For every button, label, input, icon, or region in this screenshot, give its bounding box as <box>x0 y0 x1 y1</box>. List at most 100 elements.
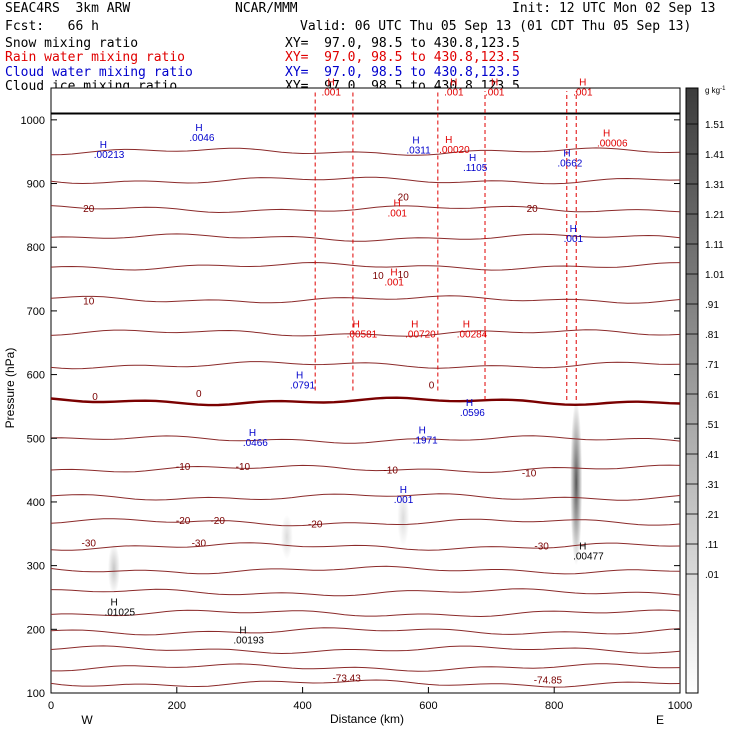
x-west-label: W <box>81 713 93 727</box>
y-tick-label: 200 <box>27 624 45 636</box>
maximum-value: .001 <box>384 277 404 288</box>
forecast-hour: Fcst: 66 h <box>5 19 99 34</box>
x-tick-label: 400 <box>293 700 311 712</box>
x-tick-label: 1000 <box>668 700 692 712</box>
y-tick-label: 100 <box>27 688 45 700</box>
x-tick-label: 600 <box>419 700 437 712</box>
maximum-value: .001 <box>564 234 584 245</box>
maximum-value: .001 <box>394 495 414 506</box>
model-title: SEAC4RS 3km ARW <box>5 1 131 16</box>
colorbar-label: 1.31 <box>705 180 725 191</box>
colorbar-label: 1.21 <box>705 210 725 221</box>
maximum-value: .1105 <box>463 163 488 174</box>
maximum-value: .0791 <box>290 381 315 392</box>
maximum-value: .01025 <box>104 607 135 618</box>
temperature-label: -10 <box>176 462 191 473</box>
y-tick-label: 1000 <box>21 115 45 127</box>
maximum-value: .0046 <box>189 133 214 144</box>
temperature-contour-18 <box>50 205 681 214</box>
y-axis-label: Pressure (hPa) <box>3 348 17 429</box>
temperature-label: -73.43 <box>332 674 361 685</box>
y-tick-label: 300 <box>27 561 45 573</box>
maximum-marker: H <box>466 398 473 409</box>
y-tick-label: 500 <box>27 433 45 445</box>
init-time: Init: 12 UTC Mon 02 Sep 13 <box>512 1 716 16</box>
maximum-marker: H <box>491 78 498 89</box>
maximum-value: .001 <box>444 88 464 99</box>
x-axis-label: Distance (km) <box>330 712 404 726</box>
maximum-marker: H <box>603 129 610 140</box>
temperature-contour-19 <box>50 176 681 185</box>
maximum-marker: H <box>353 320 360 331</box>
colorbar-gradient <box>685 87 699 694</box>
maximum-value: .00193 <box>233 635 264 646</box>
temperature-label: 20 <box>527 204 539 215</box>
maximum-marker: H <box>327 78 334 89</box>
temperature-contour-10 <box>50 464 681 473</box>
temperature-contour-13 <box>50 361 681 370</box>
y-tick-label: 400 <box>27 497 45 509</box>
temperature-contour-1 <box>51 663 681 672</box>
maximum-marker: H <box>445 135 452 146</box>
colorbar-label: .81 <box>705 330 719 341</box>
maximum-marker: H <box>411 320 418 331</box>
temperature-contour-20 <box>50 147 681 156</box>
maximum-marker: H <box>579 541 586 552</box>
temperature-contour-5 <box>50 588 681 597</box>
x-tick-label: 200 <box>168 700 186 712</box>
field-cloud-water-xy: XY= 97.0, 98.5 to 430.8,123.5 <box>285 65 520 80</box>
plot-area: -74.85 -73.43 -30 -30 -30 -20 -20 -20 -10 -10 -10 -… <box>21 78 693 712</box>
temperature-label: -74.85 <box>534 675 563 686</box>
temperature-contour-7 <box>50 542 681 551</box>
colorbar-label: .01 <box>705 570 719 581</box>
temperature-label: 0 <box>196 389 202 400</box>
colorbar-label: .41 <box>705 450 719 461</box>
maximum-marker: H <box>390 267 397 278</box>
temperature-label: -10 <box>522 468 537 479</box>
temperature-contour-8 <box>50 518 681 527</box>
temperature-label: -30 <box>534 542 549 553</box>
y-tick-label: 900 <box>27 179 45 191</box>
x-tick-label: 800 <box>545 700 563 712</box>
maximum-marker: H <box>296 371 303 382</box>
temperature-label: -10 <box>236 462 251 473</box>
colorbar-label: .71 <box>705 360 719 371</box>
ice-shading-1 <box>570 400 583 566</box>
temperature-contour-9 <box>50 493 681 501</box>
temperature-label: 10 <box>373 271 385 282</box>
maximum-marker: H <box>110 597 117 608</box>
maximum-value: .0596 <box>460 408 485 419</box>
x-east-label: E <box>656 713 664 727</box>
temperature-contour-3 <box>50 627 681 636</box>
maximum-value: .0311 <box>406 146 431 157</box>
maximum-value: .001 <box>573 88 593 99</box>
maximum-value: .0466 <box>243 438 268 449</box>
colorbar-label: 1.11 <box>705 240 724 251</box>
temperature-contour-17 <box>50 233 681 242</box>
maximum-value: .0662 <box>557 158 582 169</box>
maximum-marker: H <box>195 123 202 134</box>
temperature-label: -30 <box>82 539 97 550</box>
field-rain-name: Rain water mixing ratio <box>5 50 186 65</box>
maximum-marker: H <box>469 153 476 164</box>
colorbar-label: 1.41 <box>705 150 725 161</box>
colorbar-label: .51 <box>705 420 719 431</box>
maximum-value: .00284 <box>457 330 488 341</box>
temperature-label: 10 <box>83 297 95 308</box>
maximum-value: .00477 <box>573 551 604 562</box>
field-rain-xy: XY= 97.0, 98.5 to 430.8,123.5 <box>285 50 520 65</box>
field-snow-xy: XY= 97.0, 98.5 to 430.8,123.5 <box>285 36 520 51</box>
temperature-contour-14 <box>50 329 681 337</box>
temperature-label: -20 <box>210 516 225 527</box>
maximum-marker: H <box>249 428 256 439</box>
colorbar-label: .11 <box>705 540 719 551</box>
maximum-value: .001 <box>388 209 408 220</box>
colorbar-label: .61 <box>705 390 719 401</box>
temperature-contour-6 <box>50 565 681 575</box>
temperature-contour-16 <box>50 261 681 271</box>
y-tick-label: 700 <box>27 306 45 318</box>
temperature-contour-15 <box>50 295 681 304</box>
colorbar-unit: g kg-1 <box>705 86 726 95</box>
maximum-value: .1971 <box>413 435 438 446</box>
